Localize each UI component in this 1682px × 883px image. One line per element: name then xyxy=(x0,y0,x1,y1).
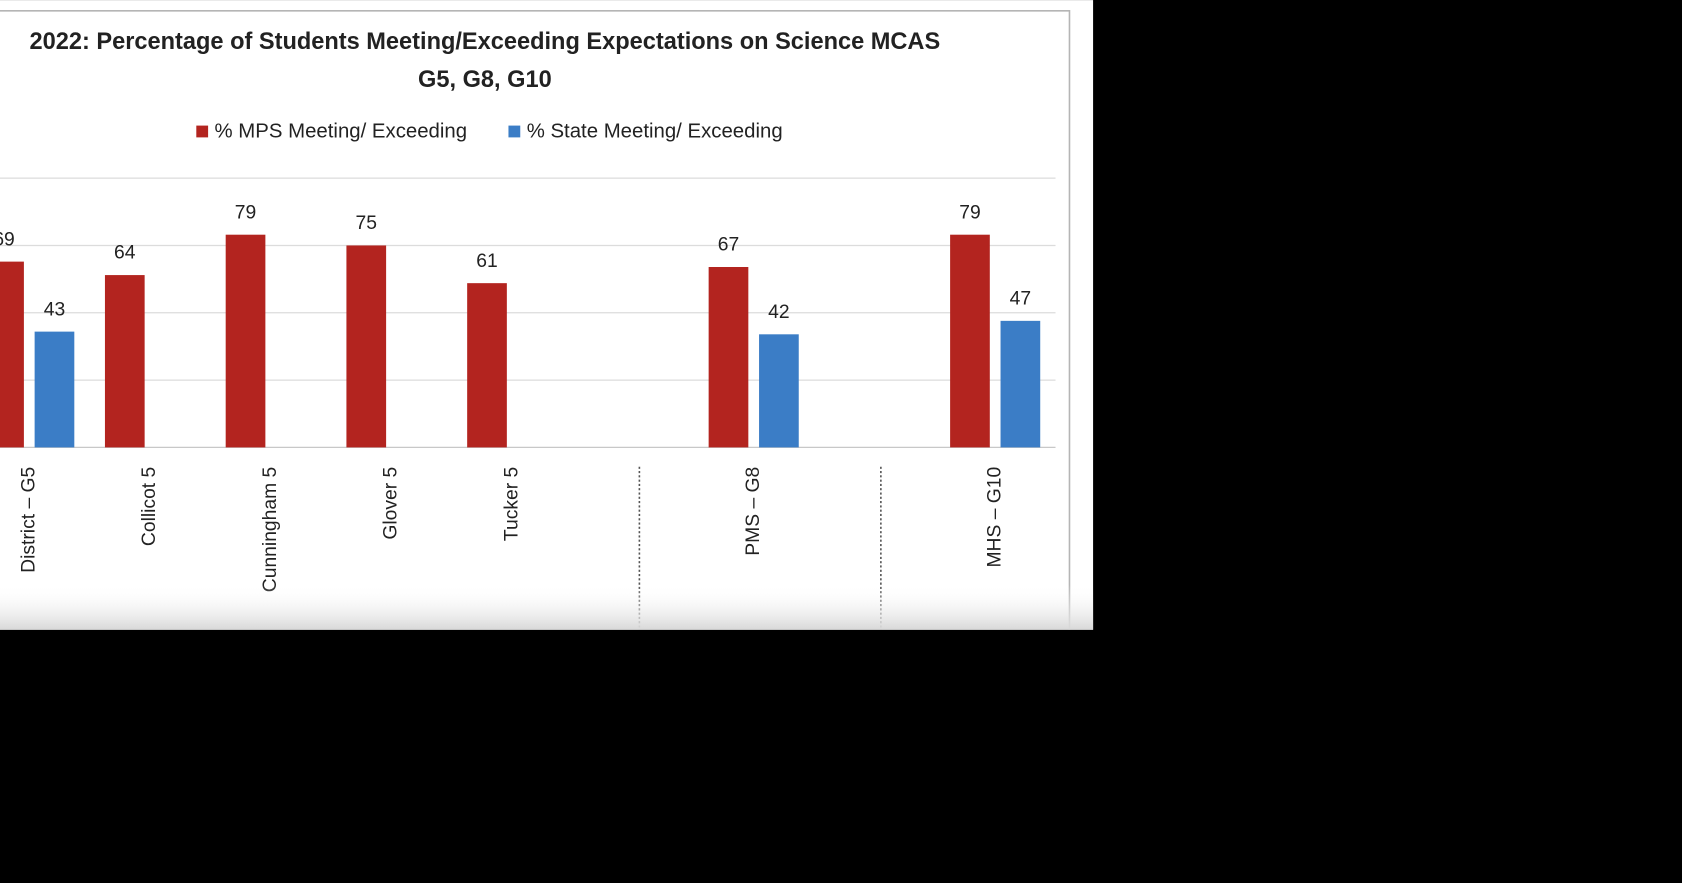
bar xyxy=(1000,320,1041,448)
x-tick-label: Glover 5 xyxy=(381,467,402,540)
legend-swatch xyxy=(196,125,209,138)
bar xyxy=(225,234,266,448)
bar xyxy=(104,275,145,448)
x-tick-label: Cunningham 5 xyxy=(260,467,281,593)
legend-label: % MPS Meeting/ Exceeding xyxy=(215,120,468,142)
value-label: 69 xyxy=(0,229,15,250)
bar xyxy=(346,245,387,448)
value-label: 47 xyxy=(1010,288,1031,309)
value-label: 75 xyxy=(356,213,377,234)
x-tick-label: MHS – G10 xyxy=(984,467,1005,568)
value-label: 42 xyxy=(768,302,789,323)
bar xyxy=(34,331,75,448)
value-label: 67 xyxy=(718,235,739,256)
x-tick-label: Collicot 5 xyxy=(139,467,160,546)
bar xyxy=(950,234,990,448)
legend-swatch xyxy=(508,125,521,138)
plot-area: 2022: Percentage of Students Meeting/Exc… xyxy=(0,10,1071,630)
x-tick-label: Tucker 5 xyxy=(501,467,522,541)
screen-background xyxy=(0,0,1094,630)
chart-border xyxy=(0,10,1071,630)
bar xyxy=(0,261,24,448)
legend-label: % State Meeting/ Exceeding xyxy=(527,120,783,142)
bar xyxy=(708,267,749,448)
bar xyxy=(467,283,507,448)
value-label: 61 xyxy=(476,251,497,272)
bar xyxy=(759,334,799,448)
chart-title: 2022: Percentage of Students Meeting/Exc… xyxy=(30,28,941,54)
value-label: 79 xyxy=(235,202,256,223)
chart-subtitle: G5, G8, G10 xyxy=(418,66,552,92)
value-label: 64 xyxy=(114,243,136,264)
x-tick-label: District – G5 xyxy=(18,467,39,573)
value-label: 43 xyxy=(44,299,65,320)
video-fade xyxy=(0,584,1094,630)
x-tick-label: PMS – G8 xyxy=(743,467,764,556)
value-label: 79 xyxy=(959,202,980,223)
